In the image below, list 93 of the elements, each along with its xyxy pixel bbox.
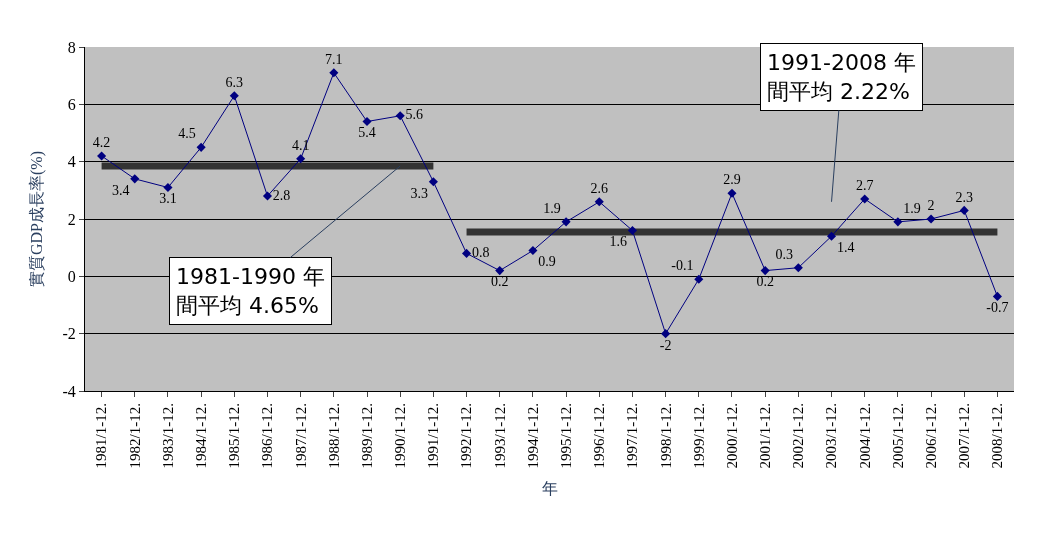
point (793, 263, 803, 273)
point (229, 91, 239, 101)
data-label: 4.5 (178, 126, 196, 142)
x-tick-label: 1986/1-12. (259, 403, 276, 469)
y-axis-title: 實質GDP成長率(%) (28, 151, 47, 287)
data-label: 2.9 (723, 172, 741, 188)
data-label: 2.3 (955, 189, 973, 205)
data-label: 2.6 (590, 180, 609, 196)
point (329, 68, 339, 78)
x-tick-label: 1994/1-12. (524, 403, 541, 469)
point (528, 245, 538, 256)
point (760, 266, 770, 276)
x-tick-label: 2003/1-12. (823, 403, 840, 469)
x-tick-label: 2007/1-12. (956, 403, 973, 469)
data-label: 4.1 (291, 137, 310, 153)
annotation: 1991-2008 年間平均 2.22% (767, 50, 916, 104)
point (627, 225, 637, 236)
point (860, 194, 870, 204)
point (196, 142, 206, 152)
point (362, 116, 372, 127)
data-label: -0.1 (671, 258, 694, 274)
point (130, 174, 140, 184)
point (694, 274, 704, 284)
data-label: 1.9 (543, 200, 561, 216)
point (97, 151, 107, 161)
point (959, 205, 969, 215)
x-tick-label: 1989/1-12. (358, 403, 375, 469)
data-label: 0.8 (471, 244, 490, 260)
x-tick-label: 1990/1-12. (392, 403, 409, 469)
data-label: 0.3 (775, 246, 793, 262)
data-label: 2.7 (855, 178, 874, 194)
x-tick-label: 2008/1-12. (989, 403, 1006, 469)
point (495, 266, 505, 276)
x-tick-label: 2000/1-12. (723, 403, 740, 469)
x-tick-label: 2004/1-12. (856, 403, 873, 469)
x-tick-label: 1997/1-12. (624, 403, 641, 469)
x-tick-label: 1981/1-12. (93, 403, 110, 469)
data-label: 2 (927, 198, 935, 214)
point (163, 182, 173, 193)
point (594, 197, 604, 207)
point (893, 217, 903, 227)
x-tick-label: 1996/1-12. (591, 403, 608, 469)
x-tick-label: 2001/1-12. (757, 403, 774, 469)
y-tick-label: -2 (62, 325, 76, 343)
y-tick-label: 4 (67, 153, 76, 171)
data-label: 0.9 (538, 254, 556, 270)
y-tick-label: 0 (67, 267, 76, 285)
point (992, 291, 1002, 301)
y-tick-label: -4 (62, 382, 76, 400)
point (395, 111, 405, 121)
data-label: 5.4 (358, 125, 376, 141)
x-tick-label: 1982/1-12. (126, 403, 143, 469)
point (296, 154, 306, 164)
data-label: 3.4 (111, 182, 130, 198)
data-label: 4.2 (92, 135, 111, 151)
x-tick-label: 1992/1-12. (458, 403, 475, 469)
x-tick-label: 1993/1-12. (491, 403, 508, 469)
x-tick-label: 1991/1-12. (425, 403, 442, 469)
x-tick-label: 1985/1-12. (226, 403, 243, 469)
data-label: 7.1 (325, 51, 343, 67)
point (826, 231, 837, 241)
y-tick-label: 2 (67, 210, 76, 228)
point (926, 214, 936, 224)
x-tick-label: 1998/1-12. (657, 403, 674, 469)
point (262, 191, 273, 201)
x-tick-label: 1988/1-12. (325, 403, 342, 469)
x-tick-label: 1995/1-12. (557, 403, 574, 469)
data-label: 3.1 (159, 191, 177, 207)
x-tick-label: 2002/1-12. (790, 403, 807, 469)
x-tick-label: 2005/1-12. (889, 403, 906, 469)
data-label: 1.9 (903, 200, 921, 216)
data-label: 1.6 (609, 234, 628, 250)
data-label: -2 (659, 337, 672, 353)
y-tick-label: 8 (67, 38, 76, 56)
x-tick-label: 1983/1-12. (159, 403, 176, 469)
x-tick-label: 1987/1-12. (292, 403, 309, 469)
point (428, 177, 438, 187)
data-label: 1.4 (836, 240, 855, 256)
point (661, 329, 671, 339)
data-label: 5.6 (405, 107, 424, 123)
x-tick-label: 1984/1-12. (193, 403, 210, 469)
point (727, 188, 737, 198)
point (462, 248, 472, 258)
annotation: 1981-1990 年間平均 4.65% (176, 264, 325, 318)
point (561, 217, 571, 227)
y-tick-label: 6 (67, 95, 76, 113)
data-label: 3.3 (410, 185, 429, 201)
x-tick-label: 1999/1-12. (690, 403, 707, 469)
data-label: -0.7 (986, 300, 1009, 316)
x-tick-label: 2006/1-12. (922, 403, 939, 469)
x-axis-title: 年 (541, 480, 558, 498)
data-label: 2.8 (272, 187, 291, 203)
data-label: 6.3 (225, 74, 244, 90)
